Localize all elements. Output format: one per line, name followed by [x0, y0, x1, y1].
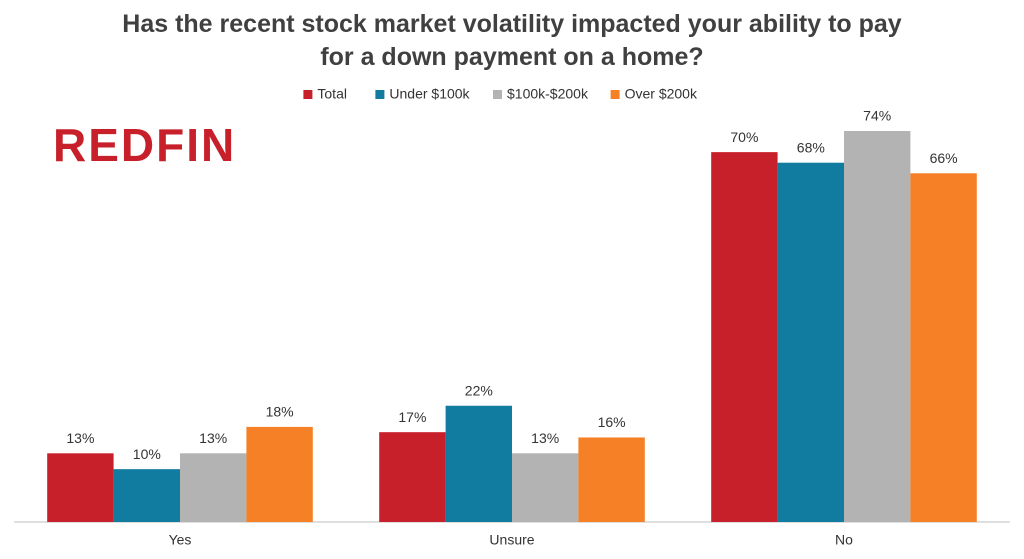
- value-label: 70%: [730, 129, 758, 145]
- bar: [578, 437, 645, 522]
- value-label: 17%: [398, 409, 426, 425]
- logo: REDFIN: [53, 119, 237, 171]
- value-label: 18%: [266, 404, 294, 420]
- bar: [180, 453, 247, 522]
- value-label: 13%: [66, 430, 94, 446]
- legend-label: Under $100k: [389, 86, 470, 102]
- value-label: 66%: [930, 150, 958, 166]
- legend-swatch: [375, 90, 385, 99]
- bar: [844, 131, 911, 522]
- bar: [379, 432, 446, 522]
- legend-label: $100k-$200k: [507, 86, 589, 102]
- chart-title: Has the recent stock market volatility i…: [122, 10, 902, 71]
- value-label: 10%: [133, 446, 161, 462]
- value-label: 13%: [531, 430, 559, 446]
- bar: [246, 426, 313, 522]
- value-label: 22%: [465, 382, 493, 398]
- value-label: 16%: [598, 414, 626, 430]
- value-label: 68%: [797, 139, 825, 155]
- bar: [47, 453, 114, 522]
- legend-swatch: [610, 90, 620, 99]
- bar: [910, 173, 977, 522]
- x-tick-label: No: [835, 532, 853, 548]
- value-label: 74%: [863, 108, 891, 124]
- legend-label: Over $200k: [625, 86, 698, 102]
- bar: [113, 469, 180, 522]
- legend-swatch: [303, 90, 313, 99]
- bar: [512, 453, 579, 522]
- value-label: 13%: [199, 430, 227, 446]
- legend-swatch: [493, 90, 502, 99]
- bar: [777, 162, 844, 522]
- bar: [445, 405, 512, 522]
- legend-label: Total: [317, 86, 347, 102]
- x-tick-label: Yes: [169, 532, 192, 548]
- x-tick-label: Unsure: [489, 532, 534, 548]
- bar: [711, 152, 778, 522]
